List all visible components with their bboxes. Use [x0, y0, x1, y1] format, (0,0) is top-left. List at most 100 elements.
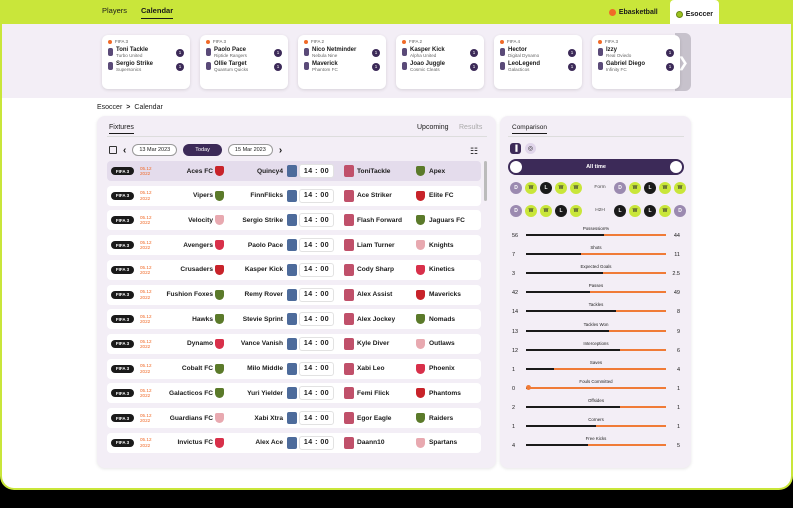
match-card[interactable]: FIFA 2 Nico Netminder Nebula Nine 1 Maverick…	[298, 35, 386, 89]
target-icon[interactable]: ◎	[525, 143, 536, 154]
home-team-crest-icon	[215, 264, 224, 275]
card-score: 1	[372, 62, 380, 71]
chevron-right-icon[interactable]: ›	[278, 144, 283, 156]
away-player-avatar	[344, 313, 354, 326]
today-button[interactable]: Today	[183, 144, 222, 156]
away-player-name[interactable]: Ace Striker	[357, 192, 392, 200]
fixture-row[interactable]: FIFA 3 05.12 2022 Aces FC Quincy4 14 : 00 Toni…	[107, 161, 481, 181]
fixture-row[interactable]: FIFA 3 05.12 2022 Cobalt FC Milo Middle 14 : …	[107, 358, 481, 379]
comparison-view-toggle: ▐ ◎	[510, 143, 536, 154]
prev-date-button[interactable]: 13 Mar 2023	[132, 144, 178, 156]
stat-row: 1 Corners 1	[508, 417, 686, 434]
stat-row: 0 Fouls Committed 1	[508, 379, 686, 396]
calendar-icon[interactable]	[109, 146, 117, 154]
home-player-avatar	[287, 313, 297, 326]
nav-calendar[interactable]: Calendar	[141, 6, 174, 19]
fixture-row[interactable]: FIFA 3 05.12 2022 Guardians FC Xabi Xtra 14 :…	[107, 408, 481, 428]
away-player-name[interactable]: Flash Forward	[357, 216, 403, 224]
league-badge: FIFA 3	[111, 339, 134, 348]
bar-chart-icon[interactable]: ▐	[510, 143, 521, 154]
tab-upcoming[interactable]: Upcoming	[417, 124, 449, 131]
filter-sliders-icon[interactable]: ☷	[470, 146, 479, 156]
home-player-name[interactable]: Alex Ace	[255, 439, 283, 447]
fixture-row[interactable]: FIFA 3 05.12 2022 Avengers Paolo Pace 14 : 00…	[107, 235, 481, 256]
tab-ebasketball[interactable]: Ebasketball	[603, 5, 664, 20]
fixture-row[interactable]: FIFA 3 05.12 2022 Crusaders Kasper Kick 14 : …	[107, 259, 481, 280]
scrollbar[interactable]	[484, 161, 487, 201]
away-player-name[interactable]: Egor Eagle	[357, 414, 392, 422]
away-player-avatar	[344, 214, 354, 227]
player-avatar-icon	[598, 48, 603, 56]
away-player-avatar	[344, 337, 354, 350]
fixture-row[interactable]: FIFA 3 05.12 2022 Dynamo Vance Vanish 14 : 00…	[107, 333, 481, 354]
tab-results[interactable]: Results	[459, 124, 483, 131]
match-card[interactable]: FIFA 4 Hector Digital Dynamo 1 LeoLegend Gala…	[494, 35, 582, 89]
fixture-row[interactable]: FIFA 3 05.12 2022 Galacticos FC Yuri Yielder…	[107, 383, 481, 404]
home-player-name[interactable]: Paolo Pace	[247, 241, 283, 249]
tab-fixtures[interactable]: Fixtures	[109, 124, 134, 134]
stat-left-value: 14	[512, 309, 519, 316]
nav-players[interactable]: Players	[102, 6, 128, 15]
fixture-date-day: 05.12	[140, 437, 152, 443]
comparison-panel: Comparison ▐ ◎ All time D W L W W Form D W L W W D W…	[500, 116, 691, 468]
stat-right-value: 4	[676, 366, 680, 373]
fixture-row[interactable]: FIFA 3 05.12 2022 Vipers FinnFlicks 14 : 00 Ac…	[107, 185, 481, 206]
next-date-button[interactable]: 15 Mar 2023	[227, 144, 273, 156]
fixture-date-year: 2022	[140, 418, 151, 423]
fixture-row[interactable]: FIFA 3 05.12 2022 Invictus FC Alex Ace 14 : 0…	[107, 432, 481, 453]
away-player-name[interactable]: Cody Sharp	[357, 266, 395, 274]
away-player-name[interactable]: Alex Jockey	[357, 315, 396, 323]
home-player-name[interactable]: Stevie Sprint	[242, 315, 283, 323]
card-score: 1	[274, 48, 282, 57]
tab-comparison[interactable]: Comparison	[512, 124, 548, 134]
fixture-date: 05.12 2022	[140, 240, 152, 250]
away-player-name[interactable]: Xabi Leo	[357, 365, 385, 373]
away-player-avatar	[344, 387, 354, 400]
home-player-name[interactable]: FinnFlicks	[250, 192, 283, 200]
away-player-name[interactable]: ToniTackle	[357, 167, 391, 175]
away-player-name[interactable]: Femi Flick	[357, 389, 390, 397]
tab-esoccer[interactable]: Esoccer	[669, 0, 719, 24]
stat-bar-left	[526, 367, 554, 370]
home-player-name[interactable]: Kasper Kick	[244, 266, 283, 274]
home-team-crest-icon	[215, 314, 224, 325]
home-player-name[interactable]: Remy Rover	[244, 291, 283, 298]
fixture-row[interactable]: FIFA 3 05.12 2022 Velocity Sergio Strike 14 :…	[107, 210, 481, 231]
top-nav: Players Calendar	[102, 6, 174, 19]
match-card[interactable]: FIFA 3 Paolo Pace Riptide Rangers 1 Ollie Ta…	[200, 35, 288, 89]
all-time-bar[interactable]: All time	[508, 159, 684, 175]
away-player-name[interactable]: Alex Assist	[357, 291, 393, 298]
away-player-name[interactable]: Daann10	[357, 439, 385, 447]
stat-bar	[526, 367, 666, 370]
home-player-name[interactable]: Quincy4	[256, 167, 283, 175]
away-team-crest-icon	[416, 190, 425, 201]
fixture-row[interactable]: FIFA 3 05.12 2022 Hawks Stevie Sprint 14 : 00…	[107, 309, 481, 330]
home-player-name[interactable]: Yuri Yielder	[247, 389, 283, 397]
fixture-row[interactable]: FIFA 3 05.12 2022 Fushion Foxes Remy Rover 14…	[107, 284, 481, 305]
basketball-icon	[608, 8, 616, 16]
away-player-name[interactable]: Liam Turner	[357, 241, 395, 249]
home-player-name[interactable]: Xabi Xtra	[254, 414, 283, 422]
form-result: W	[629, 182, 641, 194]
match-card[interactable]: FIFA 2 Kasper Kick Alpha United 1 Joao Juggl…	[396, 35, 484, 89]
card-team-name: Digital Dynamo	[508, 53, 540, 58]
home-player-name[interactable]: Vance Vanish	[240, 340, 283, 348]
home-player-avatar	[287, 263, 297, 276]
home-player-name[interactable]: Milo Middle	[247, 365, 283, 373]
home-team-name: Galacticos FC	[169, 389, 213, 397]
player-avatar-icon	[108, 62, 113, 70]
player-avatar-icon	[206, 62, 211, 70]
league-badge: FIFA 3	[111, 265, 134, 274]
card-player: Nico Netminder Nebula Nine	[304, 47, 356, 58]
breadcrumb-root[interactable]: Esoccer	[97, 104, 123, 111]
match-card[interactable]: FIFA 3 Toni Tackle Turbo United 1 Sergio Str…	[102, 35, 190, 89]
card-player: Maverick Phantom FC	[304, 61, 338, 72]
stat-bar	[526, 329, 666, 332]
home-player-name[interactable]: Sergio Strike	[242, 216, 283, 224]
home-team-crest-icon	[215, 289, 224, 300]
away-player-name[interactable]: Kyle Diver	[357, 340, 390, 348]
match-card[interactable]: FIFA 3 Izzy Real Oviedo 1 Gabriel Diego Infin…	[592, 35, 680, 89]
chevron-left-icon[interactable]: ‹	[123, 144, 127, 156]
league-badge: FIFA 3	[111, 290, 134, 299]
home-team-crest-icon	[215, 190, 224, 201]
